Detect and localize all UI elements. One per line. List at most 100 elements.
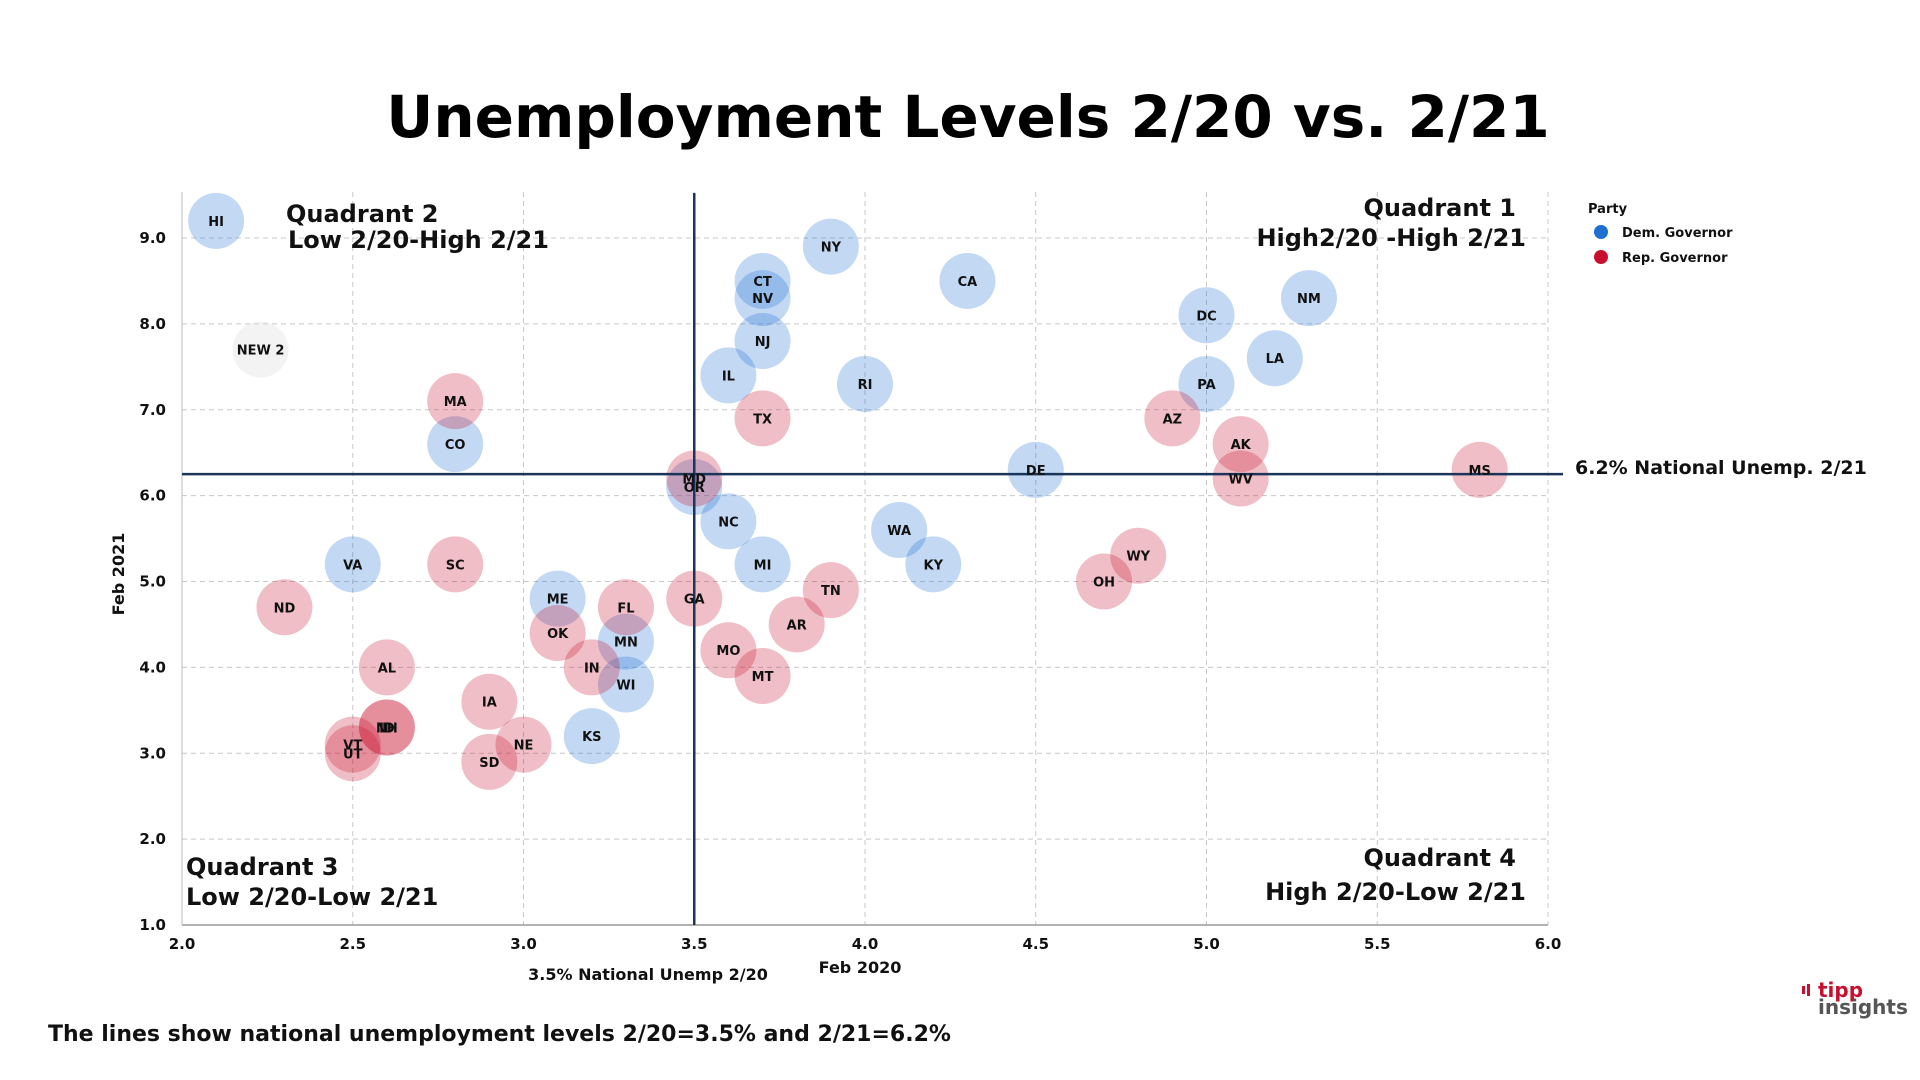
quadrant-2-title: Quadrant 2	[286, 200, 439, 228]
y-tick-label: 6.0	[139, 487, 166, 505]
x-tick-label: 3.0	[510, 935, 537, 953]
x-tick-label: 4.5	[1022, 935, 1049, 953]
data-point-in	[563, 639, 620, 696]
legend-label-rep: Rep. Governor	[1622, 251, 1728, 266]
point-label: MA	[444, 395, 467, 410]
tipp-insights-logo: tipp insights	[1792, 978, 1908, 1020]
data-point-ia	[461, 673, 518, 730]
x-tick-label: 5.5	[1364, 935, 1391, 953]
data-point-fl	[597, 579, 654, 636]
point-label: FL	[617, 601, 634, 616]
point-label: CO	[445, 438, 466, 453]
y-reference-line-label: 6.2% National Unemp. 2/21	[1575, 457, 1867, 479]
data-point-pa	[1178, 355, 1235, 412]
point-label: WV	[1228, 472, 1252, 487]
data-point-hi	[188, 192, 245, 249]
point-label: OK	[547, 627, 569, 642]
data-point-new-2	[232, 321, 289, 378]
y-tick-label: 5.0	[139, 573, 166, 591]
data-point-wi	[597, 656, 654, 713]
data-point-mo	[700, 622, 757, 679]
data-point-id	[358, 699, 415, 756]
point-label: DC	[1196, 309, 1216, 324]
point-label: MI	[754, 558, 772, 573]
point-label: ME	[547, 593, 569, 608]
point-label: AL	[378, 661, 396, 676]
quadrant-4-subtitle: High 2/20-Low 2/21	[1265, 878, 1526, 906]
x-tick-label: 5.0	[1193, 935, 1220, 953]
point-label: WA	[887, 524, 911, 539]
y-tick-label: 1.0	[139, 916, 166, 934]
point-label: IN	[584, 661, 600, 676]
point-label: MD	[682, 472, 706, 487]
data-point-mn	[597, 613, 654, 670]
chart-title: Unemployment Levels 2/20 vs. 2/21	[386, 83, 1549, 151]
quadrant-2-subtitle: Low 2/20-High 2/21	[288, 226, 549, 254]
data-point-ky	[905, 536, 962, 593]
data-point-oh	[1076, 553, 1133, 610]
data-point-nm	[1280, 270, 1337, 327]
x-tick-label: 3.5	[681, 935, 708, 953]
data-point-nv	[734, 270, 791, 327]
point-label: NM	[1297, 292, 1321, 307]
x-axis-label: Feb 2020	[819, 958, 902, 977]
point-label: SD	[479, 756, 499, 771]
point-label: LA	[1266, 352, 1284, 367]
quadrant-1-subtitle: High2/20 -High 2/21	[1256, 224, 1526, 252]
quadrant-3-title: Quadrant 3	[186, 853, 339, 881]
quadrant-3-subtitle: Low 2/20-Low 2/21	[186, 883, 438, 911]
logo-mark-icon	[1802, 984, 1810, 996]
point-label: NJ	[755, 335, 771, 350]
data-point-de	[1007, 441, 1064, 498]
y-tick-label: 2.0	[139, 830, 166, 848]
data-point-az	[1144, 390, 1201, 447]
y-tick-label: 8.0	[139, 315, 166, 333]
data-point-mt	[734, 647, 791, 704]
x-reference-line-label: 3.5% National Unemp 2/20	[528, 965, 768, 984]
data-point-ut	[324, 725, 381, 782]
point-label: NY	[821, 241, 842, 256]
y-tick-label: 7.0	[139, 401, 166, 419]
data-point-ri	[837, 355, 893, 412]
point-label: KS	[582, 730, 601, 745]
point-label: AK	[1231, 438, 1252, 453]
point-label: UT	[343, 747, 363, 762]
data-points	[188, 192, 1508, 790]
point-label: ND	[274, 601, 296, 616]
data-point-wy	[1110, 527, 1167, 584]
point-label: MO	[716, 644, 740, 659]
x-tick-label: 2.5	[339, 935, 366, 953]
point-label: NV	[752, 292, 773, 307]
point-label: NEW 2	[237, 344, 285, 359]
data-point-ma	[427, 373, 484, 430]
data-point-nc	[700, 493, 757, 550]
data-point-ak	[1212, 416, 1269, 473]
data-point-nd	[256, 579, 313, 636]
axes: 2.0 2.5 3.0 3.5 4.0 4.5 5.0 5.5 6.01.02.03.04.05…	[139, 192, 1561, 953]
data-point-nj	[734, 313, 791, 370]
point-label: IA	[482, 696, 497, 711]
point-label: MT	[752, 670, 774, 685]
quadrant-1-title: Quadrant 1	[1363, 194, 1516, 222]
point-label: OR	[684, 481, 705, 496]
y-axis-label: Feb 2021	[109, 533, 128, 616]
point-labels: HI NY CT NV CA NM DC NJ LA IL RI PA CO DE OR NC WA VA MI KY…	[208, 215, 1491, 771]
point-label: KY	[924, 558, 944, 573]
data-point-ne	[495, 716, 552, 773]
data-point-wa	[871, 501, 928, 558]
point-label: HI	[208, 215, 224, 230]
logo-text-top: tipp	[1818, 978, 1864, 1002]
y-tick-label: 4.0	[139, 658, 166, 676]
point-label: NH	[376, 721, 398, 736]
data-point-me	[529, 570, 586, 627]
point-label: PA	[1197, 378, 1215, 393]
data-point-co	[427, 416, 484, 473]
data-point-ct	[734, 252, 791, 309]
data-point-sd	[461, 733, 518, 790]
data-point-ms	[1451, 441, 1508, 498]
legend: Party Dem. Governor Rep. Governor	[1588, 202, 1733, 266]
point-label: ID	[379, 721, 395, 736]
logo-text-bottom: insights	[1818, 995, 1908, 1019]
data-point-tn	[802, 562, 859, 619]
